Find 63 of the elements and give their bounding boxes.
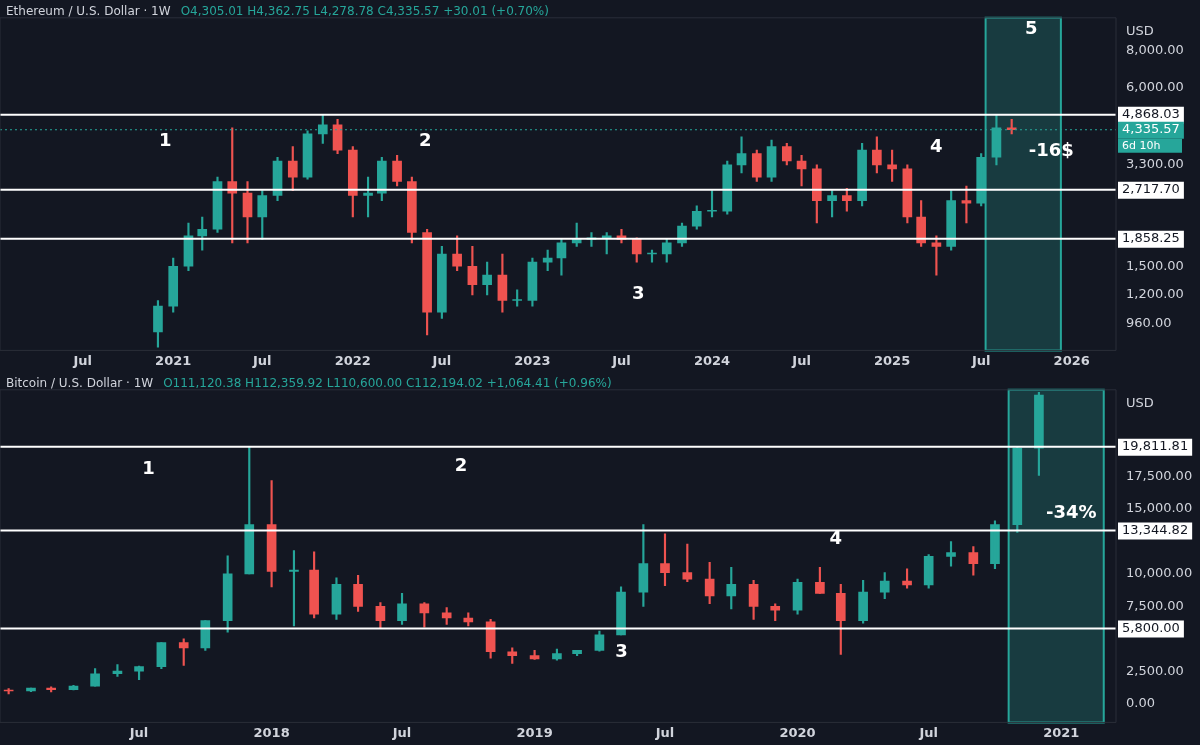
annotation: 5 bbox=[1024, 17, 1038, 39]
ref-line-label: 13,344.82 bbox=[1122, 521, 1189, 537]
ref-line-label: 2,717.70 bbox=[1122, 181, 1180, 197]
chart-subtitle: O111,120.38 H112,359.92 L110,600.00 C112,194.02 +1,064.41 (+0.96%) bbox=[163, 376, 612, 390]
x-tick-label: 2024 bbox=[693, 352, 731, 368]
chart-title: Bitcoin / U.S. Dollar · 1W bbox=[6, 376, 154, 390]
annotation: 2 bbox=[454, 453, 468, 475]
ref-line-label: 5,800.00 bbox=[1122, 619, 1180, 635]
y-tick-label: 7,500.00 bbox=[1126, 597, 1184, 613]
x-tick-label: 2018 bbox=[253, 724, 290, 740]
x-tick-label: Jul bbox=[251, 352, 272, 368]
x-tick-label: 2025 bbox=[874, 352, 911, 368]
x-tick-label: Jul bbox=[611, 352, 631, 368]
candlestick bbox=[946, 541, 956, 567]
y-tick-label: 0.00 bbox=[1126, 694, 1155, 710]
y-tick-label: 1,500.00 bbox=[1126, 257, 1184, 273]
x-tick-label: Jul bbox=[128, 724, 149, 740]
x-tick-label: Jul bbox=[791, 352, 811, 368]
ref-line-label: 4,868.03 bbox=[1122, 106, 1180, 122]
chart-subtitle: O4,305.01 H4,362.75 L4,278.78 C4,335.57 +30.01 (+0.70%) bbox=[180, 4, 549, 18]
annotation: -34% bbox=[1046, 500, 1097, 522]
annotation: -16$ bbox=[1028, 138, 1074, 160]
candlestick bbox=[512, 289, 522, 307]
y-axis-title: USD bbox=[1126, 23, 1154, 39]
y-tick-label: 6,000.00 bbox=[1126, 79, 1184, 95]
y-tick-label: 1,200.00 bbox=[1126, 286, 1184, 302]
x-tick-label: 2022 bbox=[334, 352, 371, 368]
ref-line-label: 4,335.57 bbox=[1122, 121, 1180, 137]
x-tick-label: Jul bbox=[391, 724, 412, 740]
x-tick-label: 2023 bbox=[514, 352, 551, 368]
y-tick-label: 960.00 bbox=[1126, 315, 1172, 331]
annotation: 1 bbox=[158, 128, 172, 150]
x-tick-label: Jul bbox=[72, 352, 92, 368]
chart-title: Ethereum / U.S. Dollar · 1W bbox=[6, 4, 171, 18]
x-tick-label: 2026 bbox=[1053, 352, 1090, 368]
x-tick-label: 2020 bbox=[779, 724, 816, 740]
candlestick bbox=[707, 190, 717, 218]
y-tick-label: 10,000.00 bbox=[1126, 565, 1193, 581]
annotation: 2 bbox=[418, 128, 432, 150]
ref-line-label: 19,811.81 bbox=[1122, 438, 1189, 454]
y-tick-label: 2,500.00 bbox=[1126, 662, 1184, 678]
y-tick-label: 15,000.00 bbox=[1126, 500, 1193, 516]
x-tick-label: Jul bbox=[431, 352, 452, 368]
candlestick bbox=[134, 665, 144, 680]
y-tick-label: 17,500.00 bbox=[1126, 468, 1193, 484]
annotation: 4 bbox=[829, 527, 843, 549]
candlestick bbox=[770, 603, 781, 621]
text: 6d 10h bbox=[1122, 138, 1161, 152]
x-tick-label: Jul bbox=[918, 724, 938, 740]
annotation: 1 bbox=[142, 457, 155, 479]
x-tick-label: Jul bbox=[654, 724, 675, 740]
x-tick-label: 2019 bbox=[516, 724, 553, 740]
annotation: 3 bbox=[615, 640, 628, 662]
y-tick-label: 8,000.00 bbox=[1126, 42, 1184, 58]
x-tick-label: Jul bbox=[970, 352, 991, 368]
y-axis-title: USD bbox=[1126, 395, 1154, 411]
candlestick bbox=[507, 647, 518, 664]
annotation: 4 bbox=[930, 135, 943, 157]
y-tick-label: 3,300.00 bbox=[1126, 156, 1184, 172]
annotation: 3 bbox=[632, 281, 645, 303]
x-tick-label: 2021 bbox=[155, 352, 192, 368]
x-tick-label: 2021 bbox=[1043, 724, 1080, 740]
ref-line-label: 1,858.25 bbox=[1122, 230, 1180, 246]
